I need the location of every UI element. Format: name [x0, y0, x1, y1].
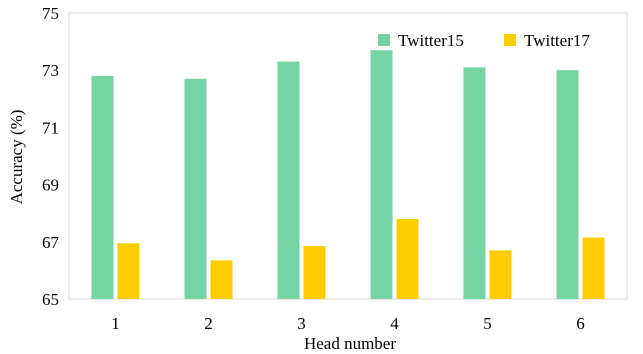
legend-swatch-twitter15	[378, 34, 390, 46]
bar-twitter15-6	[556, 70, 579, 299]
y-axis-title: Accuracy (%)	[7, 110, 26, 205]
bar-twitter15-3	[277, 61, 300, 300]
x-axis-title: Head number	[304, 334, 396, 353]
y-tick-label: 71	[42, 118, 59, 137]
x-axis-ticks: 1 2 3 4 5 6	[111, 314, 585, 333]
x-tick-label: 6	[576, 314, 585, 333]
x-tick-label: 2	[204, 314, 213, 333]
y-tick-label: 69	[42, 176, 59, 195]
bar-twitter17-4	[396, 218, 419, 299]
y-tick-label: 73	[42, 61, 59, 80]
y-tick-label: 67	[42, 233, 60, 252]
legend: Twitter15 Twitter17	[378, 31, 590, 50]
y-tick-label: 75	[42, 4, 59, 23]
y-axis-ticks: 65 67 69 71 73 75	[42, 4, 60, 309]
plot-area-border	[68, 12, 628, 300]
y-tick-label: 65	[42, 290, 59, 309]
x-tick-label: 3	[297, 314, 306, 333]
legend-label-twitter17: Twitter17	[524, 31, 590, 50]
x-tick-label: 4	[390, 314, 399, 333]
x-tick-label: 1	[111, 314, 120, 333]
bar-twitter17-3	[303, 246, 326, 299]
bar-twitter15-1	[91, 75, 114, 299]
plot-frame	[68, 12, 628, 300]
bar-twitter17-5	[489, 250, 512, 299]
x-tick-label: 5	[483, 314, 492, 333]
bar-twitter17-6	[582, 237, 605, 299]
bar-twitter15-2	[184, 78, 207, 299]
bar-twitter15-5	[463, 67, 486, 299]
bar-twitter17-1	[117, 243, 140, 299]
bars	[91, 50, 605, 300]
legend-label-twitter15: Twitter15	[398, 31, 464, 50]
legend-swatch-twitter17	[504, 34, 516, 46]
bar-twitter17-2	[210, 260, 233, 299]
bar-twitter15-4	[370, 50, 393, 300]
